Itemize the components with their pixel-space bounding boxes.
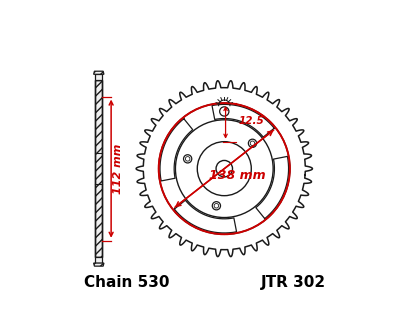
- Circle shape: [220, 107, 229, 116]
- Text: 138 mm: 138 mm: [209, 169, 266, 182]
- Polygon shape: [95, 74, 102, 80]
- Circle shape: [248, 139, 256, 147]
- Polygon shape: [94, 263, 104, 266]
- Text: 12.5: 12.5: [238, 116, 264, 126]
- Polygon shape: [94, 71, 104, 74]
- Text: 112 mm: 112 mm: [113, 144, 123, 194]
- Polygon shape: [95, 80, 102, 258]
- Circle shape: [184, 155, 192, 163]
- Text: Chain 530: Chain 530: [84, 275, 170, 290]
- Text: JTR 302: JTR 302: [261, 275, 326, 290]
- Circle shape: [212, 202, 220, 210]
- Polygon shape: [95, 258, 102, 263]
